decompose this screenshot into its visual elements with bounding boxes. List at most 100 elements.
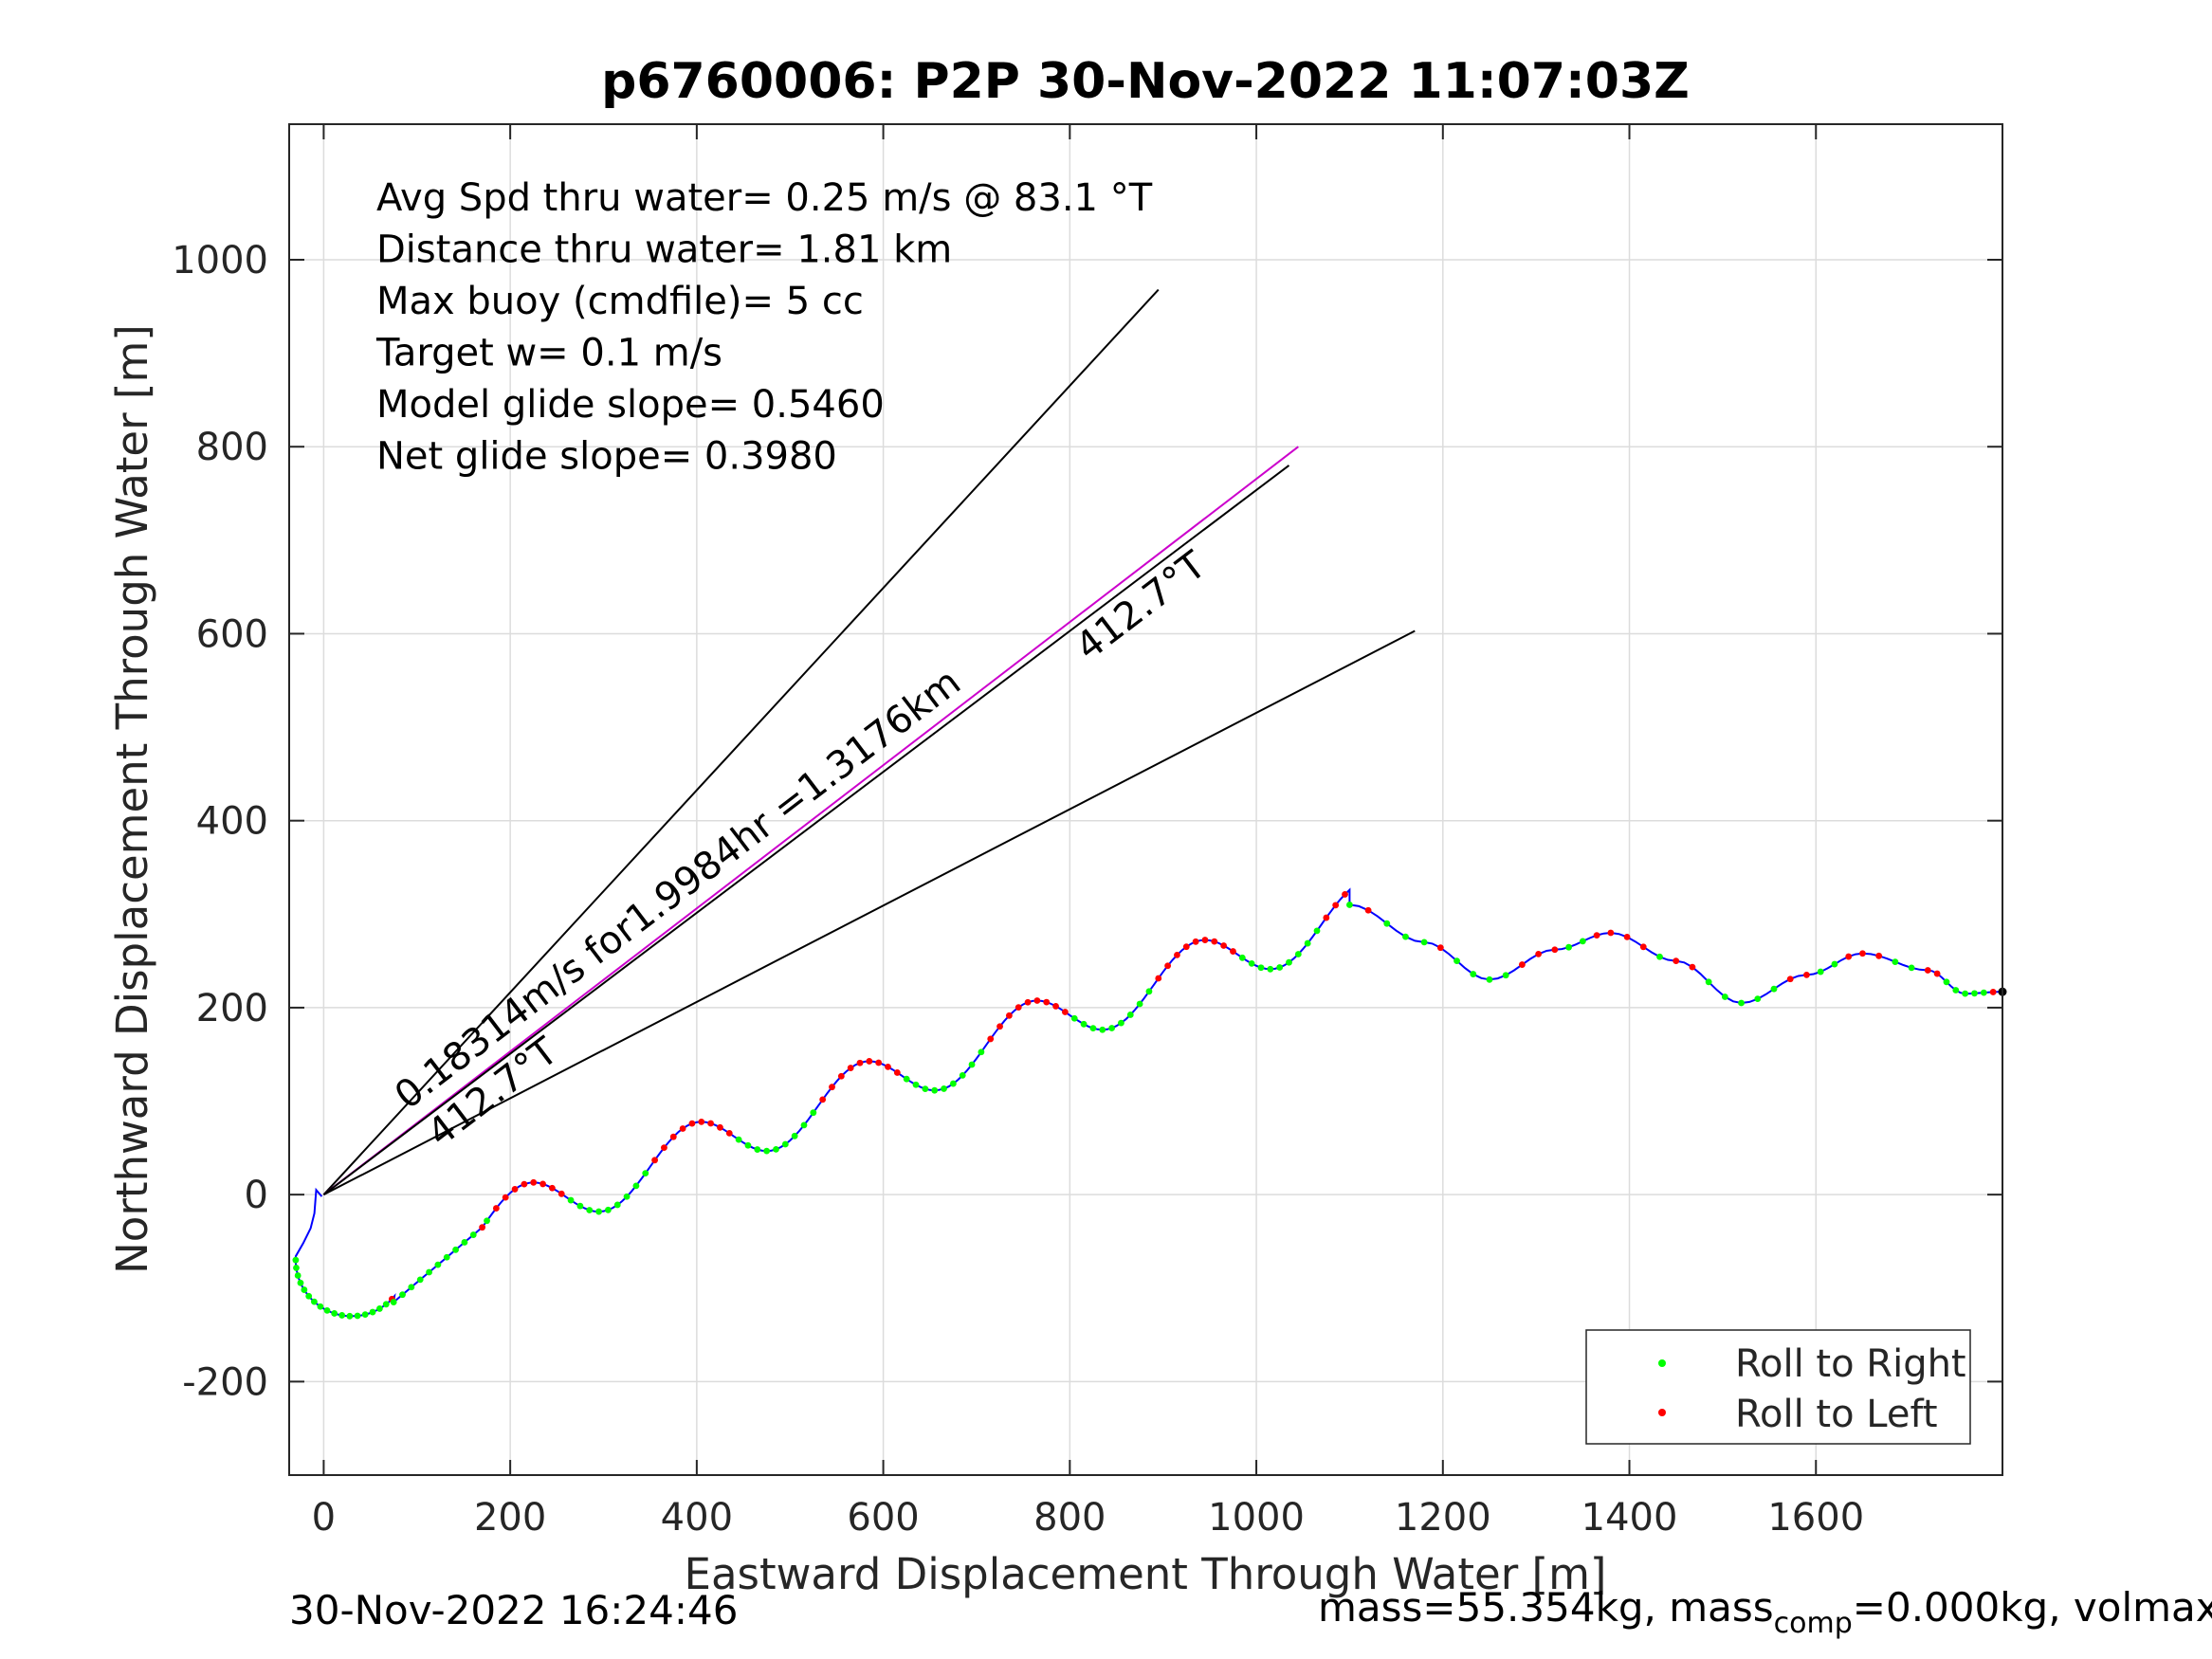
x-tick-label: 1600 [1767,1496,1864,1540]
roll-right-marker [800,1121,808,1129]
roll-left-marker [1436,944,1444,952]
roll-left-marker [707,1120,715,1127]
roll-left-marker [1033,997,1041,1004]
roll-right-marker [941,1085,947,1092]
roll-left-marker [1332,902,1340,909]
roll-left-marker [530,1178,538,1186]
roll-right-marker [338,1312,346,1319]
roll-right-marker [443,1253,450,1261]
roll-left-marker [847,1065,854,1071]
roll-right-marker [434,1261,442,1268]
roll-right-marker [1402,933,1409,940]
roll-right-marker [1294,951,1302,957]
footer-mass-rest: =0.000kg, volmax [1853,1584,2212,1631]
roll-right-marker [922,1085,929,1092]
roll-right-marker [1383,920,1391,927]
roll-right-marker [1286,958,1292,966]
roll-right-marker [912,1081,920,1088]
bearing-line [322,288,1160,1195]
roll-right-marker [1136,1000,1143,1008]
roll-right-marker [1579,938,1586,945]
roll-left-marker [1230,948,1236,955]
roll-right-marker [968,1061,976,1068]
roll-right-marker [773,1145,779,1153]
bearing-line [322,465,1290,1195]
y-axis-label: Northward Displacement Through Water [m] [107,324,157,1274]
roll-right-marker [469,1231,477,1238]
roll-right-marker [586,1207,594,1213]
footer-mass-sub: comp [1774,1607,1853,1640]
roll-right-marker [632,1182,640,1190]
roll-right-marker [1738,999,1745,1007]
annotation-text: Distance thru water= 1.81 km [376,228,952,272]
legend-label-right: Roll to Right [1735,1342,1966,1386]
roll-right-marker [426,1268,432,1276]
roll-right-marker [1892,958,1899,965]
roll-left-marker [1859,950,1866,957]
roll-right-marker [1118,1019,1124,1027]
roll-left-marker [1551,946,1559,954]
x-axis-label: Eastward Displacement Through Water [m] [685,1549,1607,1599]
y-tick-label: 600 [196,612,268,656]
x-tick-label: 1200 [1395,1496,1491,1540]
roll-right-marker [390,1299,397,1305]
roll-left-marker [1062,1009,1069,1015]
roll-left-marker [492,1205,500,1212]
x-tick-label: 1000 [1208,1496,1305,1540]
roll-left-marker [1155,975,1162,982]
roll-left-marker [1192,938,1199,945]
roll-right-marker [595,1208,602,1215]
annotation-text: Avg Spd thru water= 0.25 m/s @ 83.1 °T [376,176,1153,220]
roll-left-marker [1182,943,1190,951]
roll-left-marker [1174,951,1180,958]
roll-right-marker [1705,978,1712,986]
roll-right-marker [1126,1012,1134,1018]
roll-right-marker [1248,959,1255,967]
roll-left-marker [819,1096,827,1103]
roll-right-marker [293,1265,300,1271]
roll-left-marker [539,1180,546,1188]
roll-right-marker [791,1132,798,1139]
x-tick-label: 0 [312,1496,336,1540]
roll-left-marker [1364,906,1372,914]
roll-right-marker [1908,964,1915,972]
roll-left-marker [1924,967,1931,974]
roll-right-marker [1656,953,1663,960]
roll-right-marker [361,1311,369,1318]
roll-left-marker [987,1035,995,1043]
roll-right-marker [903,1075,910,1083]
roll-left-marker [651,1157,658,1164]
roll-right-marker [605,1206,612,1213]
roll-right-marker [399,1291,406,1299]
roll-left-marker [1933,970,1941,977]
roll-right-marker [623,1193,631,1200]
roll-right-marker [1257,964,1265,972]
roll-right-marker [735,1136,742,1143]
roll-left-marker [502,1194,509,1201]
roll-left-marker [521,1180,528,1188]
roll-right-marker [1470,971,1477,977]
roll-left-marker [717,1123,723,1131]
x-tick-label: 800 [1033,1496,1106,1540]
roll-right-marker [810,1109,817,1117]
roll-left-marker [1323,914,1330,921]
roll-right-marker [1943,978,1950,986]
roll-left-marker [1024,998,1032,1006]
roll-right-marker [1754,995,1762,1003]
roll-left-marker [1052,1003,1059,1010]
footer-mass-text: mass=55.354kg, mass [1318,1584,1774,1631]
roll-right-marker [763,1147,771,1155]
y-tick-label: 800 [196,426,268,469]
legend-marker-left [1658,1409,1666,1416]
roll-left-marker [1689,963,1696,971]
roll-right-marker [1089,1025,1097,1032]
annotation-text: Target w= 0.1 m/s [375,332,722,375]
axes-box [288,123,2003,1476]
roll-left-marker [1803,972,1810,978]
roll-left-marker [1043,998,1051,1006]
roll-left-marker [558,1190,565,1197]
bearing-lines [322,288,1416,1196]
roll-right-marker [1346,902,1353,908]
roll-right-marker [1971,990,1978,997]
roll-right-marker [301,1286,308,1293]
